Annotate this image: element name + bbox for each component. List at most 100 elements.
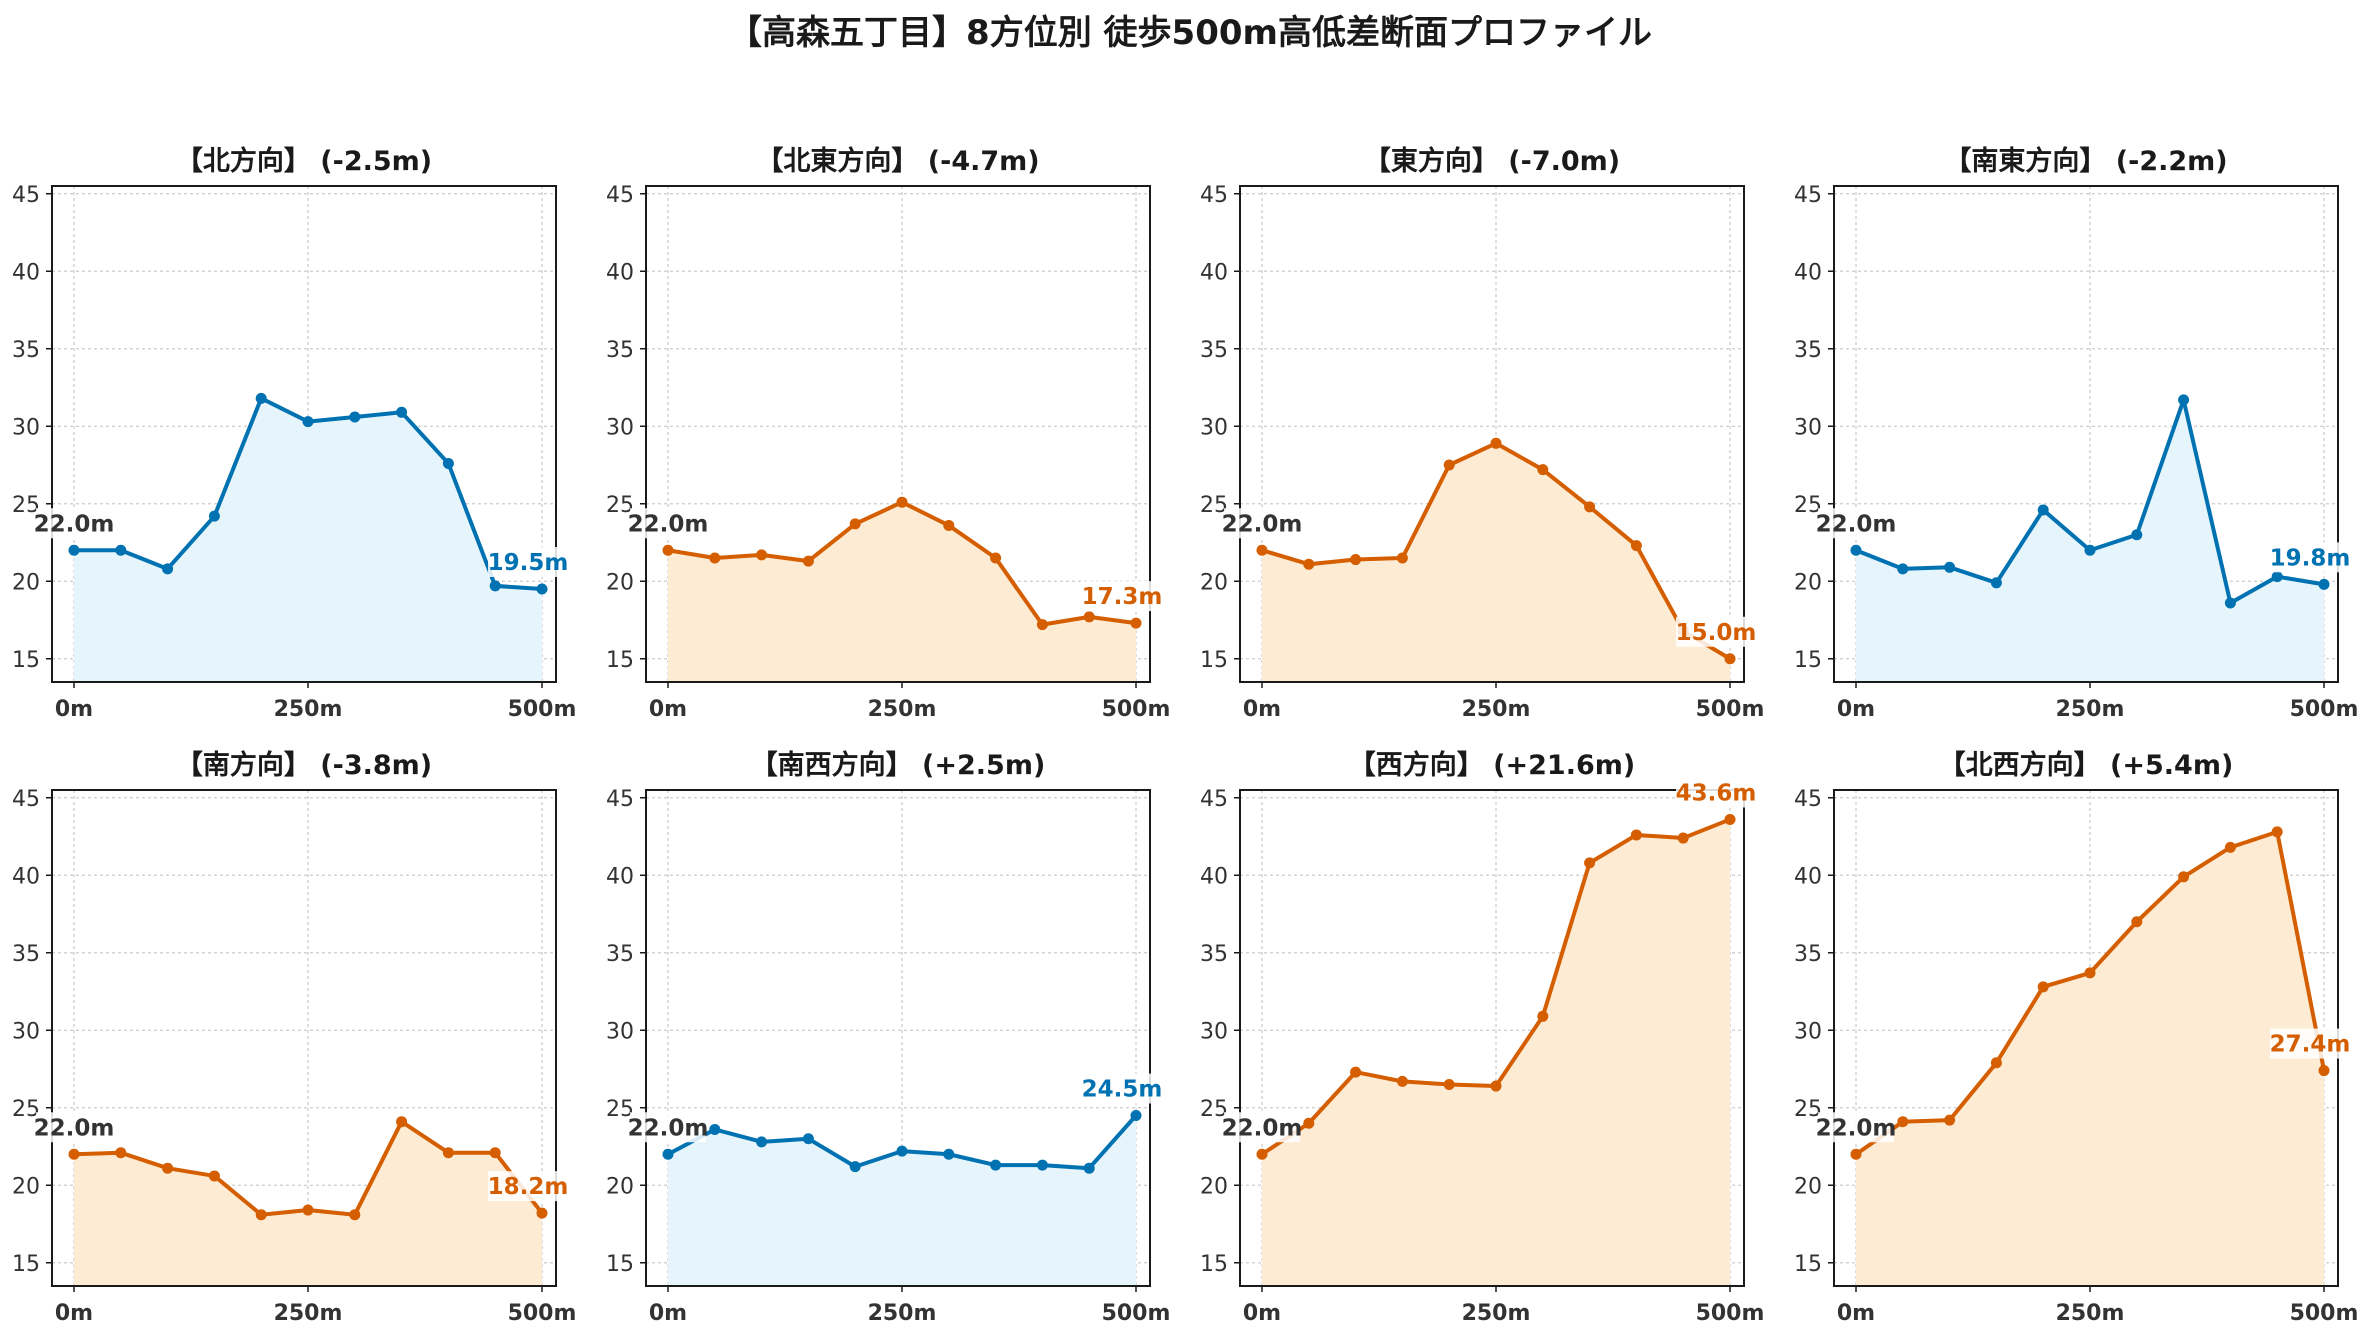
data-point: [208, 510, 220, 522]
x-tick-label: 500m: [1696, 697, 1765, 722]
end-label-bg: [2270, 1028, 2350, 1059]
y-tick-label: 30: [606, 1019, 634, 1044]
x-tick-label: 250m: [1462, 697, 1531, 722]
axes-frame: [645, 789, 1151, 1287]
y-tick-label: 35: [1200, 942, 1228, 967]
y-tick-label: 20: [1794, 570, 1822, 595]
y-tick-label: 45: [12, 787, 40, 812]
data-point: [849, 1161, 861, 1173]
data-point: [1130, 617, 1142, 629]
start-elevation-label: 22.0m: [1222, 511, 1303, 537]
elevation-area: [668, 1115, 1136, 1286]
elevation-area: [1856, 399, 2324, 682]
data-point: [662, 1148, 674, 1160]
y-tick-label: 15: [1200, 648, 1228, 673]
data-point: [1944, 1114, 1956, 1126]
axes-frame: [1833, 185, 2339, 683]
data-point: [2271, 826, 2283, 838]
data-point: [536, 1207, 548, 1219]
y-tick-label: 25: [1794, 1097, 1822, 1122]
data-point: [255, 392, 267, 404]
y-tick-label: 40: [12, 260, 40, 285]
x-tick-label: 0m: [649, 1301, 687, 1326]
x-tick-label: 250m: [2056, 697, 2125, 722]
x-tick-label: 250m: [1462, 1301, 1531, 1326]
data-point: [1350, 1066, 1362, 1078]
data-point: [302, 1204, 314, 1216]
x-tick-label: 0m: [1243, 1301, 1281, 1326]
data-point: [2131, 529, 2143, 541]
y-tick-label: 30: [1200, 1019, 1228, 1044]
y-tick-label: 35: [12, 942, 40, 967]
data-point: [1850, 544, 1862, 556]
end-elevation-label: 27.4m: [2270, 1032, 2351, 1058]
data-point: [115, 1147, 127, 1159]
y-tick-label: 20: [12, 570, 40, 595]
data-point: [255, 1209, 267, 1221]
y-tick-label: 15: [1200, 1252, 1228, 1277]
data-point: [2271, 571, 2283, 583]
y-tick-label: 25: [1200, 1097, 1228, 1122]
axes-frame: [1239, 185, 1745, 683]
end-elevation-label: 43.6m: [1676, 780, 1757, 806]
data-point: [1990, 1057, 2002, 1069]
y-tick-label: 30: [606, 415, 634, 440]
data-point: [2037, 504, 2049, 516]
data-point: [442, 457, 454, 469]
axes-frame: [51, 185, 557, 683]
data-point: [1990, 577, 2002, 589]
x-tick-label: 250m: [274, 697, 343, 722]
end-elevation-label: 18.2m: [488, 1174, 569, 1200]
y-tick-label: 15: [12, 1252, 40, 1277]
data-point: [943, 1148, 955, 1160]
y-tick-label: 25: [1794, 493, 1822, 518]
panel-title: 【北東方向】 (-4.7m): [756, 145, 1039, 177]
y-tick-label: 15: [1794, 1252, 1822, 1277]
data-point: [1490, 437, 1502, 449]
end-elevation-label: 19.5m: [488, 550, 569, 576]
y-tick-label: 35: [12, 338, 40, 363]
figure-title: 【高森五丁目】8方位別 徒歩500m高低差断面プロファイル: [728, 13, 1652, 53]
y-tick-label: 40: [12, 864, 40, 889]
panel-title: 【西方向】 (+21.6m): [1349, 749, 1635, 781]
data-point: [489, 580, 501, 592]
chart-panel-1: 【北東方向】 (-4.7m) 15 20 25 30 35 40 45 0m 250m 500m 22…: [606, 145, 1170, 722]
data-point: [1537, 1010, 1549, 1022]
end-elevation-label: 17.3m: [1082, 584, 1163, 610]
y-tick-label: 20: [12, 1174, 40, 1199]
y-tick-label: 25: [12, 1097, 40, 1122]
y-tick-label: 40: [1200, 864, 1228, 889]
data-point: [208, 1170, 220, 1182]
x-tick-label: 0m: [649, 697, 687, 722]
data-point: [162, 563, 174, 575]
start-label-bg: [1818, 1112, 1894, 1143]
y-tick-label: 15: [1794, 648, 1822, 673]
start-label-bg: [1224, 508, 1300, 539]
panel-title: 【南東方向】 (-2.2m): [1944, 145, 2227, 177]
start-elevation-label: 22.0m: [628, 1115, 709, 1141]
chart-panel-3: 【南東方向】 (-2.2m) 15 20 25 30 35 40 45 0m 250m 500m 22…: [1794, 145, 2358, 722]
y-tick-label: 30: [1200, 415, 1228, 440]
y-tick-label: 15: [606, 648, 634, 673]
x-tick-label: 0m: [1243, 697, 1281, 722]
y-tick-label: 40: [1794, 864, 1822, 889]
y-tick-label: 45: [1200, 183, 1228, 208]
data-point: [115, 544, 127, 556]
chart-panel-7: 【北西方向】 (+5.4m) 15 20 25 30 35 40 45 0m 250m 500m 22…: [1794, 749, 2358, 1326]
data-point: [2178, 394, 2190, 406]
end-label-bg: [1676, 777, 1756, 808]
elevation-area: [74, 398, 542, 682]
data-point: [489, 1147, 501, 1159]
data-point: [802, 1133, 814, 1145]
data-point: [68, 1148, 80, 1160]
start-label-bg: [36, 1112, 112, 1143]
data-point: [1396, 552, 1408, 564]
data-point: [1350, 554, 1362, 566]
data-point: [2131, 916, 2143, 928]
x-tick-label: 250m: [2056, 1301, 2125, 1326]
elevation-area: [668, 502, 1136, 682]
data-point: [1630, 829, 1642, 841]
elevation-area: [1856, 831, 2324, 1286]
data-point: [1537, 464, 1549, 476]
